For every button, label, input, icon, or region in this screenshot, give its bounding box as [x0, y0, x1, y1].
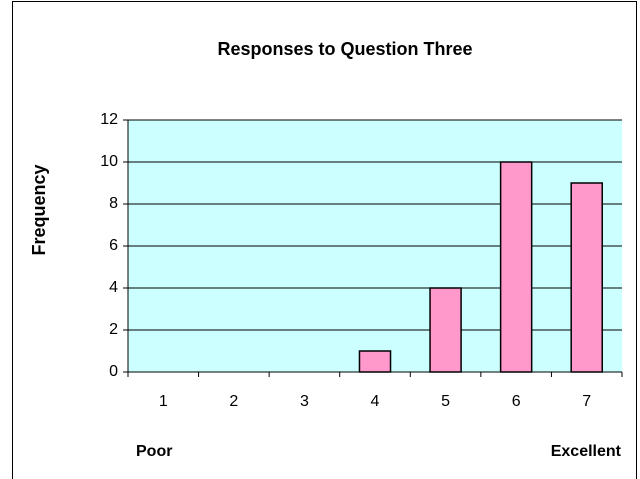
y-tick-label: 12: [100, 111, 118, 128]
y-tick-label: 4: [109, 279, 118, 296]
x-tick-label: 3: [300, 393, 309, 410]
x-tick-label: 2: [229, 393, 238, 410]
y-axis-label: Frequency: [29, 164, 49, 255]
bar: [570, 182, 603, 373]
y-tick-label: 6: [109, 237, 118, 254]
annotation: Excellent: [551, 443, 622, 460]
x-tick-label: 5: [441, 393, 450, 410]
chart-title: Responses to Question Three: [217, 39, 472, 59]
bar: [358, 350, 392, 373]
y-tick-label: 8: [109, 195, 118, 212]
x-tick-label: 1: [159, 393, 168, 410]
x-tick-label: 7: [582, 393, 591, 410]
x-tick-label: 4: [371, 393, 380, 410]
bar: [429, 287, 462, 373]
y-tick-label: 0: [109, 363, 118, 380]
bar: [499, 161, 533, 373]
y-tick-label: 2: [109, 321, 118, 338]
annotation: Poor: [136, 443, 172, 460]
x-tick-label: 6: [512, 393, 521, 410]
y-tick-label: 10: [100, 153, 118, 170]
